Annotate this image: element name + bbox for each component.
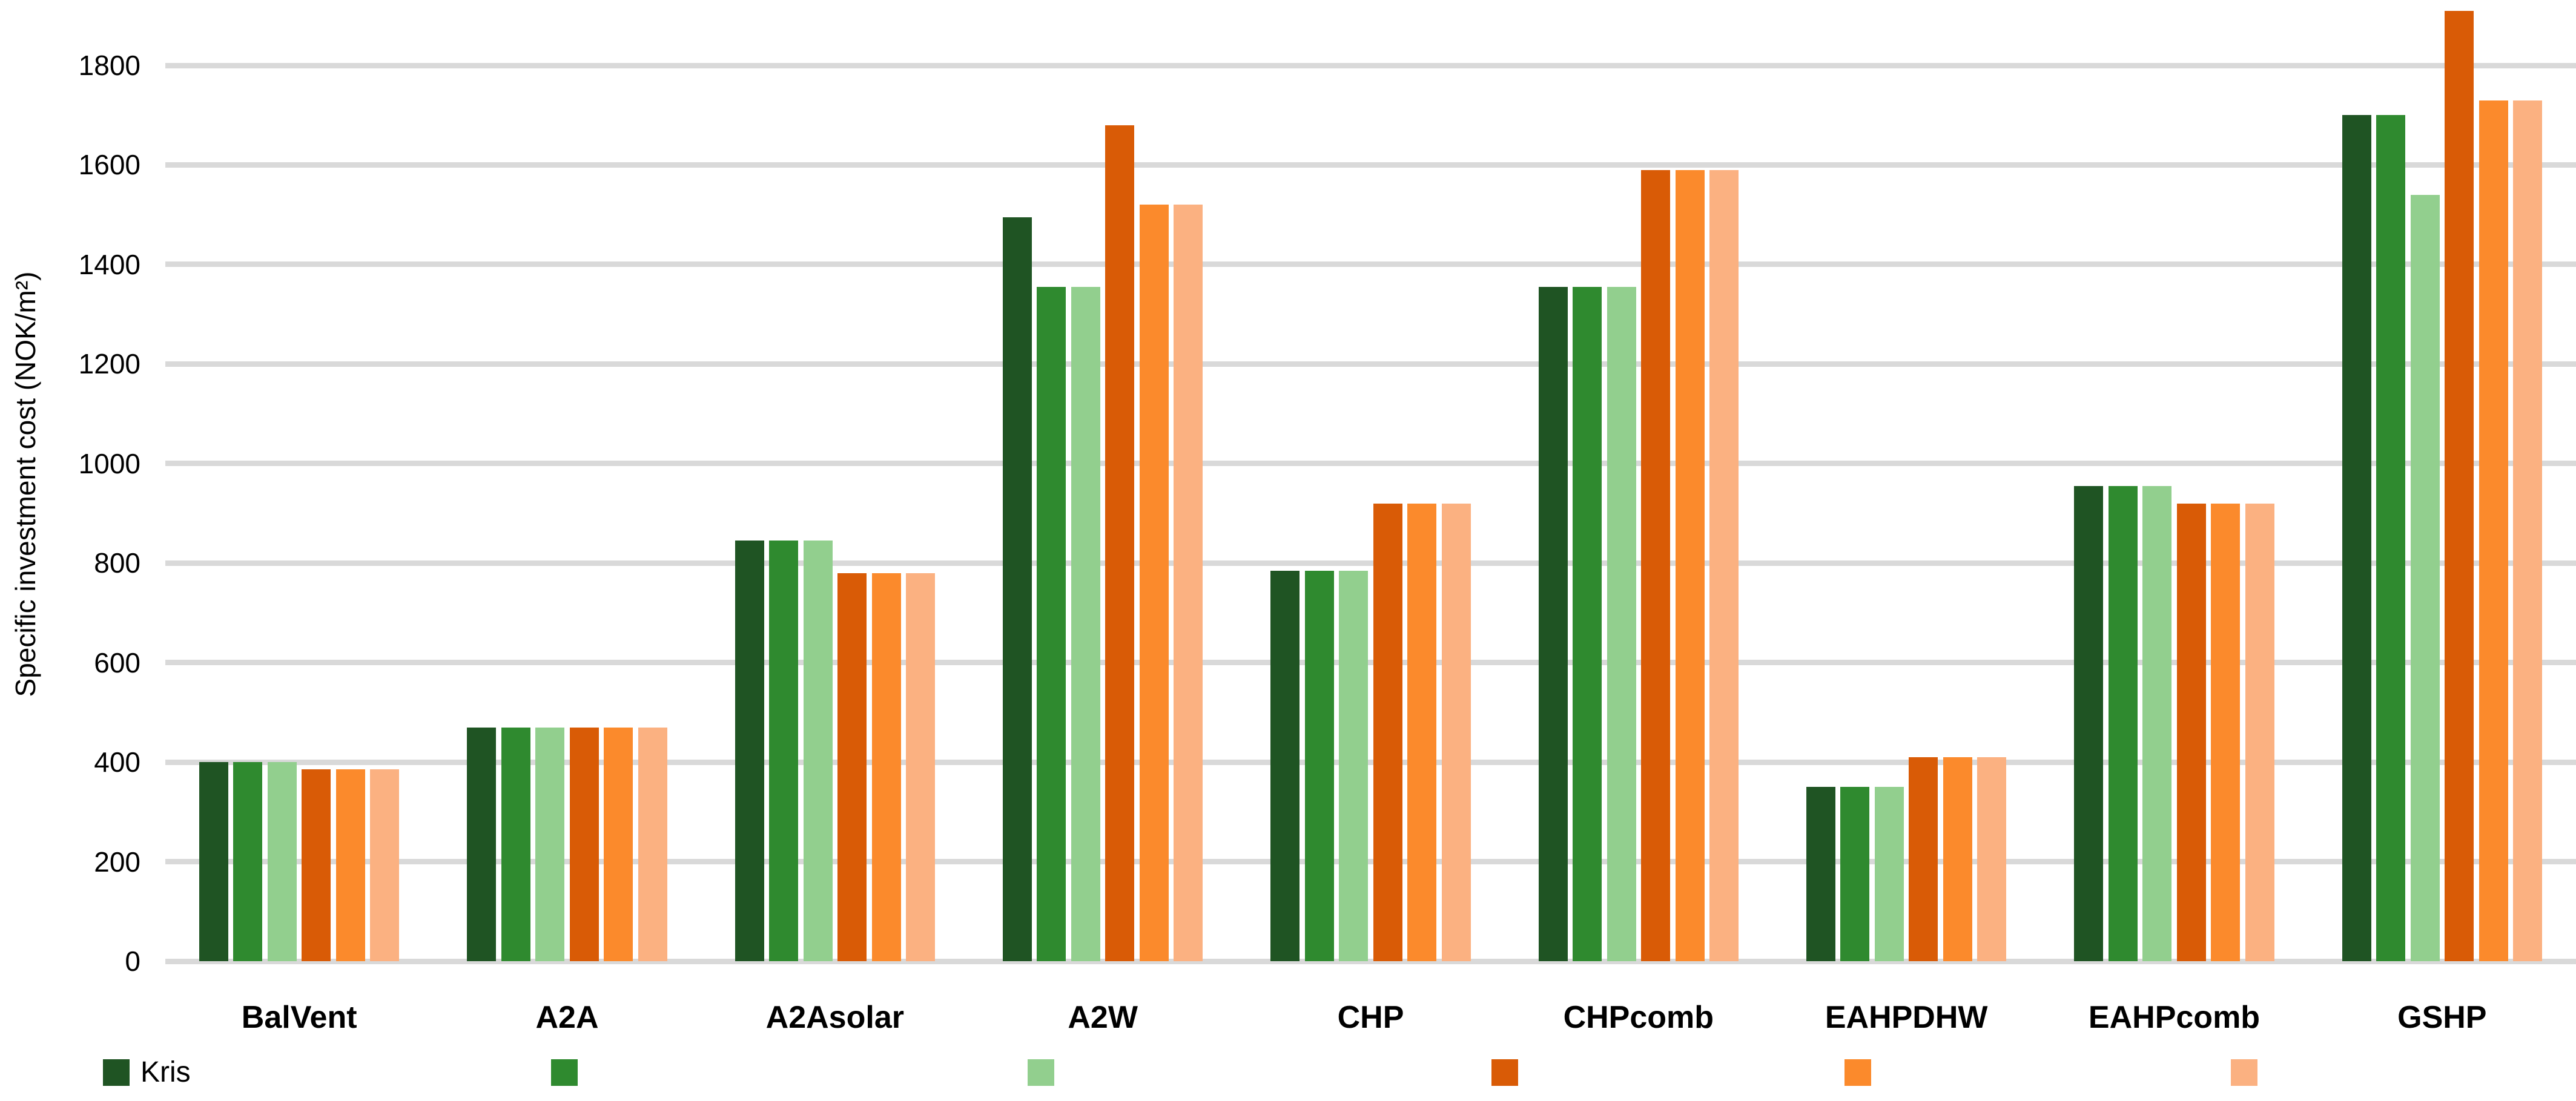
bar-gshp-series6 [2513, 100, 2543, 961]
bar-balvent-series5 [335, 769, 365, 961]
bar-eahpcomb-series2 [2108, 485, 2138, 961]
x-axis-label-a2w: A2W [1068, 1000, 1138, 1035]
bar-chp-series6 [1441, 503, 1471, 961]
bar-eahpdhw-series5 [1943, 757, 1972, 961]
x-axis-label-a2a: A2A [535, 1000, 599, 1035]
y-axis-tick-label: 400 [94, 746, 140, 778]
bar-eahpcomb-series6 [2245, 503, 2274, 961]
bar-eahpdhw-series1 [1806, 787, 1835, 961]
bar-a2asolar-series4 [837, 573, 867, 961]
bar-balvent-series6 [370, 769, 400, 961]
bar-chpcomb-series2 [1573, 286, 1602, 961]
legend-label: Kris [140, 1056, 191, 1088]
x-axis-label-eahpcomb: EAHPcomb [2088, 1000, 2261, 1035]
legend-swatch-icon [1844, 1059, 1871, 1086]
bar-gshp-series3 [2410, 194, 2440, 961]
y-axis-tick-label: 200 [94, 846, 140, 878]
bar-a2w-series5 [1139, 205, 1169, 961]
bar-a2w-series2 [1037, 286, 1066, 961]
gridline-1200 [165, 361, 2576, 367]
bar-a2w-series3 [1071, 286, 1100, 961]
bar-gshp-series1 [2342, 115, 2371, 961]
gridline-0 [165, 958, 2576, 964]
legend-swatch-icon [1028, 1059, 1054, 1086]
bar-a2a-series1 [467, 727, 497, 961]
bar-a2asolar-series6 [906, 573, 936, 961]
x-axis-label-gshp: GSHP [2397, 1000, 2487, 1035]
bar-balvent-series3 [267, 762, 297, 961]
bar-chp-series4 [1373, 503, 1402, 961]
gridline-200 [165, 859, 2576, 865]
bar-chpcomb-series1 [1538, 286, 1568, 961]
bar-a2asolar-series5 [871, 573, 901, 961]
gridline-1000 [165, 461, 2576, 467]
x-axis-label-balvent: BalVent [241, 1000, 357, 1035]
bar-chpcomb-series5 [1675, 169, 1705, 961]
x-axis-label-chpcomb: CHPcomb [1563, 1000, 1714, 1035]
bar-eahpdhw-series4 [1909, 757, 1938, 961]
bar-eahpcomb-series1 [2074, 485, 2104, 961]
y-axis-tick-label: 800 [94, 547, 140, 579]
bar-balvent-series2 [233, 762, 263, 961]
bar-eahpdhw-series3 [1874, 787, 1904, 961]
legend-swatch-icon [1491, 1059, 1518, 1086]
y-axis-tick-label: 1800 [78, 50, 140, 81]
bar-eahpcomb-series5 [2211, 503, 2241, 961]
y-axis-tick-label: 1400 [78, 248, 140, 280]
bar-eahpdhw-series2 [1840, 787, 1870, 961]
gridline-1400 [165, 261, 2576, 268]
gridline-800 [165, 560, 2576, 566]
y-axis-tick-label: 1600 [78, 149, 140, 181]
y-axis-tick-label: 1000 [78, 447, 140, 479]
legend-swatch-icon [551, 1059, 578, 1086]
legend-swatch-icon [103, 1059, 130, 1086]
gridline-400 [165, 759, 2576, 765]
bar-balvent-series1 [199, 762, 228, 961]
bar-a2w-series4 [1105, 125, 1135, 961]
gridline-600 [165, 660, 2576, 666]
bar-a2a-series6 [638, 727, 667, 961]
bar-a2a-series5 [604, 727, 633, 961]
bar-eahpcomb-series3 [2142, 485, 2172, 961]
y-axis-title: Specific investment cost (NOK/m²) [10, 271, 41, 697]
bar-a2a-series2 [501, 727, 530, 961]
bar-a2a-series3 [535, 727, 565, 961]
bar-a2w-series6 [1174, 205, 1203, 961]
bar-chpcomb-series3 [1607, 286, 1636, 961]
bar-chpcomb-series4 [1641, 169, 1671, 961]
gridline-1800 [165, 62, 2576, 68]
bar-a2asolar-series2 [769, 541, 799, 961]
bar-gshp-series5 [2479, 100, 2508, 961]
bar-chp-series2 [1304, 570, 1334, 961]
y-axis-tick-label: 0 [125, 945, 140, 977]
bar-a2a-series4 [569, 727, 599, 961]
bar-gshp-series4 [2445, 10, 2474, 961]
x-axis-label-a2asolar: A2Asolar [765, 1000, 904, 1035]
bar-a2w-series1 [1002, 217, 1032, 961]
bar-eahpdhw-series6 [1977, 757, 2007, 961]
bar-balvent-series4 [302, 769, 331, 961]
y-axis-tick-label: 1200 [78, 348, 140, 380]
bar-a2asolar-series1 [735, 541, 764, 961]
bar-chp-series3 [1339, 570, 1369, 961]
bar-chp-series1 [1270, 570, 1300, 961]
bar-eahpcomb-series4 [2176, 503, 2206, 961]
y-axis-tick-label: 600 [94, 646, 140, 679]
legend-swatch-icon [2231, 1059, 2257, 1086]
bar-chpcomb-series6 [1709, 169, 1739, 961]
bar-gshp-series2 [2376, 115, 2406, 961]
x-axis-label-eahpdhw: EAHPDHW [1825, 1000, 1988, 1035]
bar-a2asolar-series3 [803, 541, 833, 961]
gridline-1600 [165, 162, 2576, 168]
bar-chp-series5 [1407, 503, 1437, 961]
x-axis-label-chp: CHP [1337, 1000, 1404, 1035]
